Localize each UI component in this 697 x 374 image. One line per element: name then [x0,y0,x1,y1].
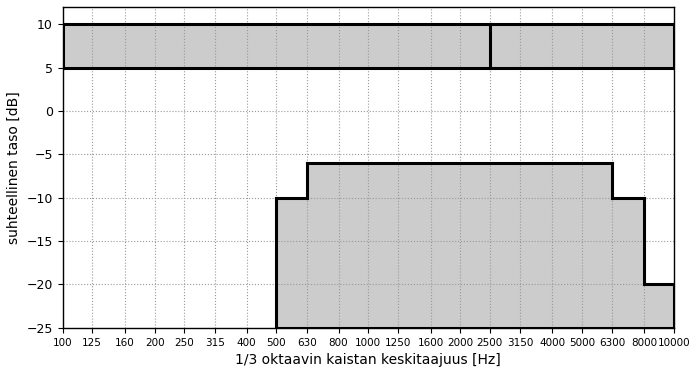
X-axis label: 1/3 oktaavin kaistan keskitaajuus [Hz]: 1/3 oktaavin kaistan keskitaajuus [Hz] [236,353,501,367]
Y-axis label: suhteellinen taso [dB]: suhteellinen taso [dB] [7,91,21,244]
